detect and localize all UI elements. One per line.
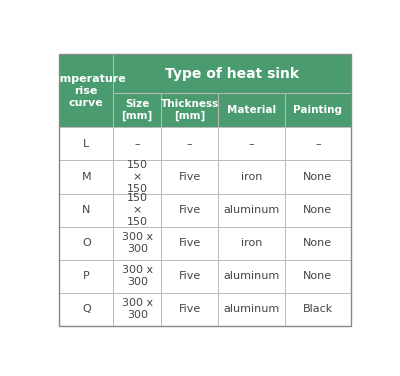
Bar: [285, 161, 351, 194]
Text: aluminum: aluminum: [224, 205, 280, 215]
Text: Temperature
rise
curve: Temperature rise curve: [46, 74, 126, 108]
Text: 150
×
150: 150 × 150: [127, 160, 148, 194]
Text: iron: iron: [241, 238, 262, 248]
Text: Five: Five: [178, 305, 201, 314]
Text: 300 x
300: 300 x 300: [122, 265, 153, 287]
Bar: [59, 194, 113, 227]
Text: Five: Five: [178, 271, 201, 281]
Bar: [285, 194, 351, 227]
Bar: [161, 127, 218, 161]
Text: –: –: [315, 139, 321, 149]
Text: Material: Material: [227, 105, 276, 115]
Bar: [59, 161, 113, 194]
Text: 150
×
150: 150 × 150: [127, 193, 148, 227]
Text: None: None: [303, 205, 332, 215]
Bar: [218, 194, 285, 227]
Text: 300 x
300: 300 x 300: [122, 299, 153, 320]
Bar: [161, 260, 218, 293]
Bar: [285, 127, 351, 161]
Bar: [113, 93, 161, 127]
Text: None: None: [303, 238, 332, 248]
Text: aluminum: aluminum: [224, 271, 280, 281]
Bar: [113, 54, 351, 93]
Text: N: N: [82, 205, 90, 215]
Bar: [161, 161, 218, 194]
Bar: [113, 227, 161, 260]
Bar: [113, 161, 161, 194]
Bar: [161, 194, 218, 227]
Text: M: M: [82, 172, 91, 182]
Bar: [218, 227, 285, 260]
Text: –: –: [249, 139, 254, 149]
Text: O: O: [82, 238, 91, 248]
Text: L: L: [83, 139, 89, 149]
Text: Type of heat sink: Type of heat sink: [165, 67, 299, 80]
Bar: [161, 227, 218, 260]
Text: Size
[mm]: Size [mm]: [122, 99, 153, 121]
Text: –: –: [187, 139, 192, 149]
Bar: [218, 260, 285, 293]
Bar: [59, 293, 113, 326]
Bar: [285, 260, 351, 293]
Bar: [113, 127, 161, 161]
Text: Five: Five: [178, 205, 201, 215]
Text: None: None: [303, 271, 332, 281]
Bar: [285, 293, 351, 326]
Text: P: P: [83, 271, 90, 281]
Text: Painting: Painting: [294, 105, 342, 115]
Text: aluminum: aluminum: [224, 305, 280, 314]
Bar: [59, 227, 113, 260]
Text: Q: Q: [82, 305, 91, 314]
Text: Five: Five: [178, 172, 201, 182]
Text: None: None: [303, 172, 332, 182]
Bar: [59, 127, 113, 161]
Text: iron: iron: [241, 172, 262, 182]
Text: Five: Five: [178, 238, 201, 248]
Bar: [59, 54, 113, 127]
Bar: [113, 194, 161, 227]
Text: –: –: [134, 139, 140, 149]
Bar: [59, 260, 113, 293]
Bar: [285, 93, 351, 127]
Bar: [161, 293, 218, 326]
Bar: [218, 93, 285, 127]
Bar: [113, 260, 161, 293]
Text: 300 x
300: 300 x 300: [122, 232, 153, 254]
Text: Thickness
[mm]: Thickness [mm]: [160, 99, 219, 121]
Bar: [285, 227, 351, 260]
Bar: [218, 161, 285, 194]
Bar: [218, 293, 285, 326]
Text: Black: Black: [303, 305, 333, 314]
Bar: [161, 93, 218, 127]
Bar: [218, 127, 285, 161]
Bar: [113, 293, 161, 326]
